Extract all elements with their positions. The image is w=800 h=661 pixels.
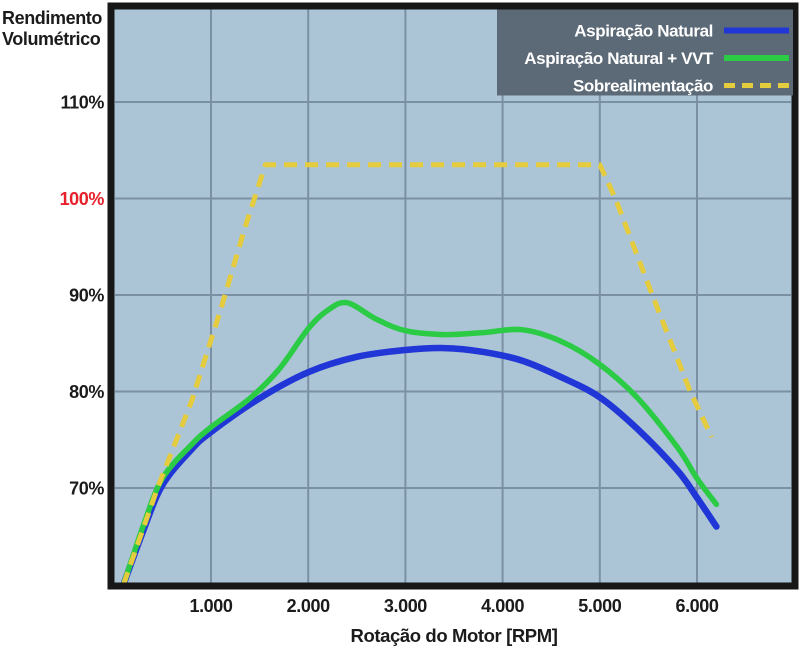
x-axis-ticks: 1.000 2.000 3.000 4.000 5.000 6.000 — [189, 596, 719, 616]
gridlines — [115, 9, 791, 583]
y-axis-ticks: 110% 100% 90% 80% 70% — [60, 93, 105, 499]
y-axis-title: Rendimento Volumétrico — [2, 8, 110, 50]
legend: Aspiração Natural Aspiração Natural + VVT… — [497, 9, 793, 96]
x-tick-label: 5.000 — [578, 596, 621, 616]
y-tick-label: 100% — [60, 189, 105, 209]
x-tick-label: 6.000 — [675, 596, 718, 616]
y-axis-title-line2: Volumétrico — [2, 29, 101, 49]
plot-frame — [107, 2, 799, 590]
series-curves — [120, 162, 720, 588]
y-tick-label: 80% — [69, 382, 104, 402]
y-tick-label: 110% — [61, 93, 105, 113]
legend-item-label: Aspiração Natural — [574, 22, 713, 41]
x-tick-label: 2.000 — [287, 596, 330, 616]
legend-item-label: Aspiração Natural + VVT — [524, 49, 714, 68]
legend-item: Aspiração Natural — [574, 22, 789, 41]
legend-item: Aspiração Natural + VVT — [524, 49, 789, 68]
x-axis-title: Rotação do Motor [RPM] — [350, 625, 557, 646]
series-line-aspira-o-natural — [120, 344, 720, 588]
x-tick-label: 1.000 — [189, 596, 232, 616]
legend-item-label: Sobrealimentação — [573, 77, 713, 96]
y-tick-label: 70% — [69, 479, 104, 499]
legend-box — [497, 9, 793, 96]
legend-item: Sobrealimentação — [573, 77, 789, 96]
x-tick-label: 3.000 — [384, 596, 427, 616]
series-line-sobrealimenta-o — [121, 162, 714, 586]
y-axis-title-line1: Rendimento — [2, 8, 103, 28]
y-tick-label: 90% — [69, 286, 104, 306]
x-tick-label: 4.000 — [481, 596, 524, 616]
series-line-aspira-o-natural-vvt — [120, 299, 720, 588]
